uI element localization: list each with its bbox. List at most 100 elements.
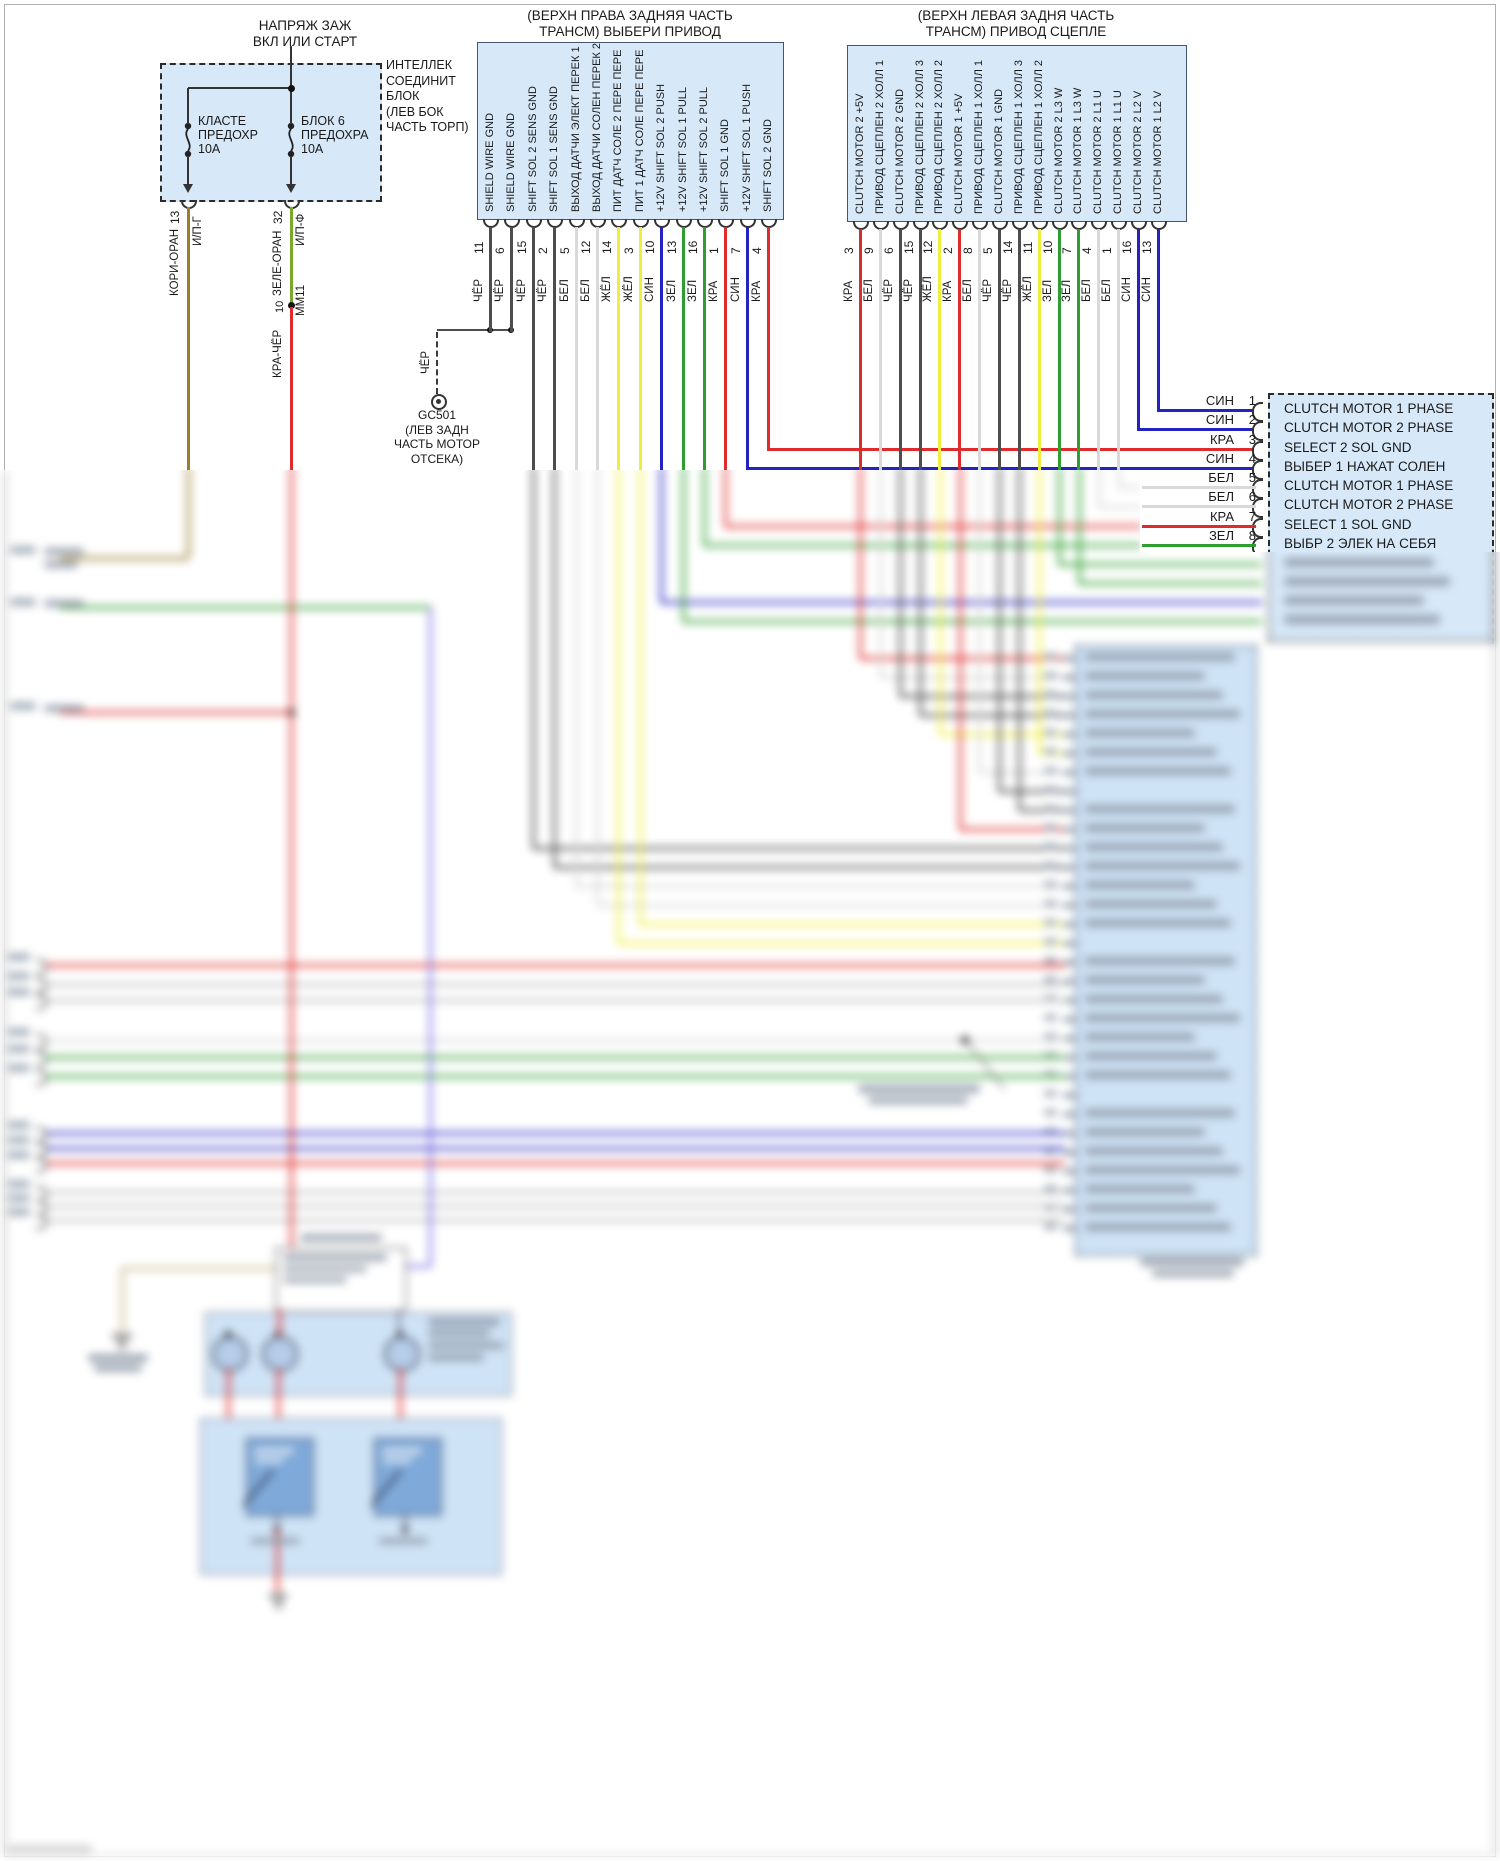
wire-segment xyxy=(858,470,862,658)
wire-segment xyxy=(60,710,291,714)
connector-signal-label: CLUTCH MOTOR 2 +5V xyxy=(854,93,866,214)
connector-signal-label: CLUTCH MOTOR 2 L1 U xyxy=(1092,90,1104,214)
ecu-lower-stub xyxy=(1063,657,1075,660)
connector-pin-number: 10 xyxy=(643,240,657,254)
wire-color-label: ЧЁР xyxy=(473,278,485,302)
wire-segment xyxy=(898,229,902,474)
blurred-text-placeholder xyxy=(1085,1052,1217,1060)
blurred-text-placeholder xyxy=(1085,957,1235,965)
blurred-text-placeholder xyxy=(1044,1204,1057,1211)
ecu-row-pin-number: 8 xyxy=(1248,528,1256,543)
ecu-lower-stub xyxy=(1063,1132,1075,1135)
blurred-text-placeholder xyxy=(1152,1270,1234,1277)
connector-pin-number: 10 xyxy=(1041,240,1055,254)
connector-pin-number: 12 xyxy=(579,240,593,254)
blurred-text-placeholder xyxy=(1044,1109,1057,1116)
ground-bars-icon xyxy=(273,1600,284,1603)
wire-segment xyxy=(1142,524,1256,528)
wire-segment xyxy=(509,227,513,332)
wire-segment xyxy=(704,543,1142,547)
wire-segment xyxy=(186,88,190,124)
ecu-lower-stub xyxy=(1063,1113,1075,1116)
left-stub-arc-icon xyxy=(36,978,47,994)
connector-signal-label: ПРИВОД СЦЕПЛЕН 2 ХОЛЛ 2 xyxy=(933,59,945,214)
wire-segment xyxy=(747,466,1256,470)
ecu-lower-stub xyxy=(1063,942,1075,945)
blurred-text-placeholder xyxy=(1085,1185,1195,1193)
wire-segment xyxy=(958,470,962,829)
blurred-text-placeholder xyxy=(1085,1071,1231,1079)
ground-label: GC501 (ЛЕВ ЗАДН ЧАСТЬ МОТОР ОТСЕКА) xyxy=(377,408,497,466)
wire-segment xyxy=(723,227,727,474)
junction-dot xyxy=(287,301,295,309)
blurred-text-placeholder xyxy=(1085,1147,1223,1155)
wire-segment xyxy=(999,789,1065,793)
wire-segment xyxy=(681,470,685,621)
wire-segment xyxy=(398,1368,402,1418)
fuse2-pin-number: 32 xyxy=(271,210,285,224)
ecu-row-wire-color: КРА xyxy=(1209,509,1234,524)
connector-signal-label: ВЫХОД ДАТЧИ СОЛЕН ПЕРЕК 2 xyxy=(591,43,603,212)
ecu-lower-stub xyxy=(1063,1018,1075,1021)
fuse2-connector-label: И/П-Ф xyxy=(295,213,307,246)
wire-segment xyxy=(977,470,981,772)
wire-segment xyxy=(1142,543,1256,547)
connector-pin-number: 4 xyxy=(1080,247,1094,254)
blurred-text-placeholder xyxy=(8,1136,30,1144)
ecu-lower-stub xyxy=(1063,980,1075,983)
blurred-text-placeholder xyxy=(1044,862,1057,869)
wire-segment xyxy=(766,227,770,451)
fuse2-wire-color: ЗЕЛЕ-ОРАН xyxy=(272,230,284,297)
wire-segment xyxy=(1142,504,1256,508)
junction-dot xyxy=(225,1331,231,1337)
wire-segment xyxy=(938,470,942,734)
connector-pin-number: 15 xyxy=(515,240,529,254)
wire-segment xyxy=(574,227,578,474)
wire-segment xyxy=(45,998,1065,1002)
connector-pin-number: 1 xyxy=(1100,247,1114,254)
wire-segment xyxy=(428,607,432,1266)
wire-color-label: СИН xyxy=(644,277,656,302)
blurred-text-placeholder xyxy=(382,1458,412,1463)
ground-bars-icon xyxy=(269,1594,287,1597)
blurred-text-placeholder xyxy=(1085,1109,1235,1117)
blurred-text-placeholder xyxy=(382,1448,422,1454)
connector-signal-label: ПИТ 1 ДАТЧ СОЛЕ ПЕРЕ ПЕРЕ xyxy=(634,49,646,212)
wire-segment xyxy=(918,229,922,474)
ecu-lower-stub xyxy=(1063,733,1075,736)
wire-segment xyxy=(45,982,1065,986)
connector-pin-number: 5 xyxy=(558,247,572,254)
connector-pin-number: 14 xyxy=(1001,240,1015,254)
connector-clutch-title-line: ТРАНСМ) ПРИВОД СЦЕПЛЕ xyxy=(925,24,1107,39)
connector-pin-number: 14 xyxy=(600,240,614,254)
ground-label-line: (ЛЕВ ЗАДН xyxy=(405,422,469,437)
blurred-text-placeholder xyxy=(1044,843,1057,850)
wire-segment xyxy=(226,1368,230,1418)
power-title-line: НАПРЯЖ ЗАЖ xyxy=(258,18,352,33)
wire-segment xyxy=(977,229,981,474)
wire-segment xyxy=(186,470,190,558)
blurred-text-placeholder xyxy=(1085,1014,1240,1022)
wire-segment xyxy=(120,1268,124,1332)
blurred-text-placeholder xyxy=(1044,919,1057,926)
wire-segment xyxy=(957,229,961,474)
module-label-line: СОЕДИНИТ xyxy=(386,73,456,88)
ecu-lower-stub xyxy=(1063,1037,1075,1040)
left-stub-arc-icon xyxy=(36,994,47,1010)
wire-segment xyxy=(960,827,1065,831)
blurred-text-placeholder xyxy=(1044,881,1057,888)
ecu-row-label: SELECT 1 SOL GND xyxy=(1284,517,1412,532)
wire-color-label: ЧЁР xyxy=(883,278,895,302)
blurred-text-placeholder xyxy=(1284,596,1424,605)
blurred-text-placeholder xyxy=(1085,919,1231,927)
wire-segment xyxy=(275,1514,279,1528)
wire-color-label: ЧЁР xyxy=(516,278,528,302)
wire-color-label: БЕЛ xyxy=(962,279,974,302)
wire-segment xyxy=(1077,470,1081,583)
connector-pin-number: 13 xyxy=(665,240,679,254)
connector-pin-number: 11 xyxy=(1021,241,1035,254)
blurred-text-placeholder xyxy=(1085,805,1235,813)
blurred-text-placeholder xyxy=(44,561,78,568)
